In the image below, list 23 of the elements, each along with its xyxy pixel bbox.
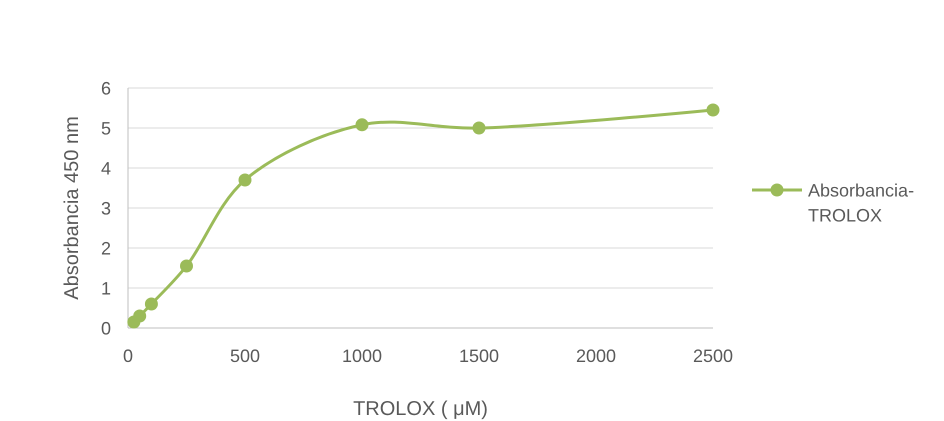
point	[180, 260, 193, 272]
y-tick-label: 6	[100, 78, 112, 98]
x-tick-label: 2500	[692, 346, 734, 366]
y-tick-label: 2	[100, 238, 112, 258]
x-tick-label: 500	[230, 346, 260, 366]
y-axis-title: Absorbancia 450 nm	[61, 116, 83, 300]
legend-label: Absorbancia-TROLOX	[808, 180, 914, 226]
y-tick-label: 5	[100, 118, 112, 138]
point	[133, 310, 146, 322]
x-tick-label: 1500	[458, 346, 500, 366]
point	[356, 118, 368, 132]
y-tick-label: 0	[100, 318, 112, 338]
x-tick-label: 1000	[342, 346, 382, 366]
point	[472, 122, 486, 134]
x-tick-label: 2000	[576, 346, 616, 366]
y-tick-label: 4	[100, 158, 112, 178]
point	[238, 174, 252, 186]
point	[706, 104, 720, 116]
point	[144, 298, 158, 310]
x-axis-title: TROLOX ( μM)	[353, 398, 488, 420]
x-tick-label: 0	[122, 346, 134, 366]
y-tick-label: 3	[100, 198, 112, 218]
y-tick-label: 1	[100, 278, 112, 298]
